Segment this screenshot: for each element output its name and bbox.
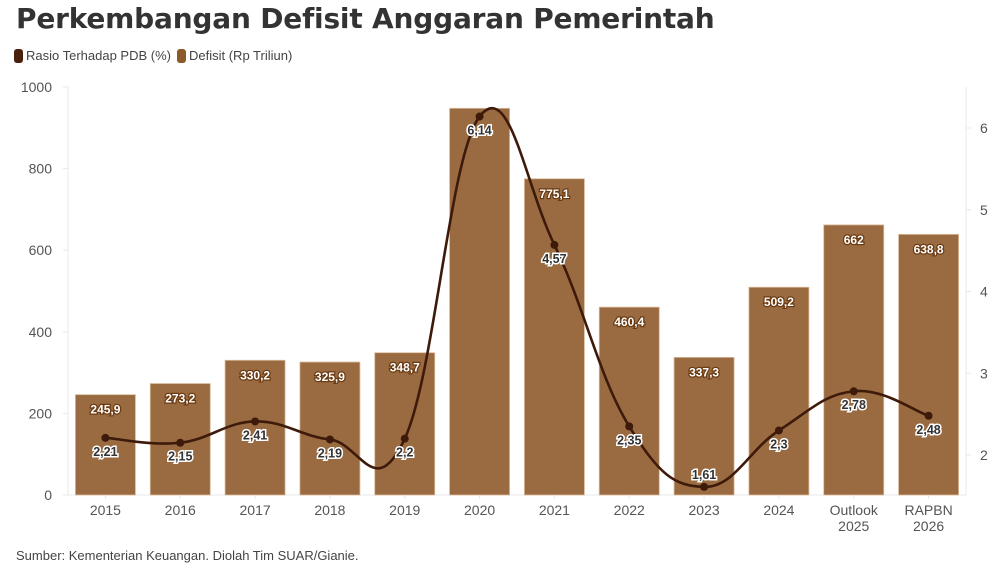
bar-2019[interactable]	[374, 352, 436, 496]
bar-value-label: 330,2	[240, 368, 270, 382]
x-axis-tick-label: 2016	[165, 502, 196, 518]
right-axis-tick-label: 4	[980, 284, 988, 300]
left-axis-tick-label: 800	[29, 161, 53, 177]
bar-value-label: 348,7	[390, 361, 420, 375]
x-axis-tick-label: 2019	[389, 502, 420, 518]
x-axis-tick-label: 2026	[913, 518, 944, 534]
ratio-value-label: 2,78	[842, 398, 866, 412]
legend: Rasio Terhadap PDB (%) Defisit (Rp Trili…	[14, 48, 292, 63]
legend-swatch-ratio	[14, 48, 23, 63]
chart-title: Perkembangan Defisit Anggaran Pemerintah	[16, 2, 715, 35]
legend-swatch-deficit	[177, 48, 186, 63]
bar-value-label: 273,2	[165, 392, 195, 406]
legend-item-deficit[interactable]: Defisit (Rp Triliun)	[177, 48, 292, 63]
bar-value-label: 662	[844, 233, 864, 247]
x-axis-tick-label: 2023	[689, 502, 720, 518]
ratio-value-label: 2,48	[916, 423, 940, 437]
ratio-point[interactable]	[400, 434, 409, 443]
ratio-point[interactable]	[849, 387, 858, 396]
ratio-value-label: 2,19	[318, 446, 342, 460]
x-axis-tick-label: 2025	[838, 518, 869, 534]
right-axis-tick-label: 2	[980, 447, 988, 463]
ratio-value-label: 4,57	[542, 252, 566, 266]
right-axis-tick-label: 3	[980, 365, 988, 381]
bar-value-label: 325,9	[315, 370, 345, 384]
bar-2018[interactable]	[299, 361, 361, 496]
bar-2024[interactable]	[748, 286, 810, 496]
ratio-value-label: 2,15	[168, 450, 192, 464]
ratio-value-label: 1,61	[692, 468, 716, 482]
x-axis-tick-label: 2021	[539, 502, 570, 518]
x-axis-tick-label: 2018	[314, 502, 345, 518]
right-axis-tick-label: 6	[980, 120, 988, 136]
ratio-point[interactable]	[475, 112, 484, 121]
legend-label-deficit: Defisit (Rp Triliun)	[189, 48, 293, 63]
bar-value-label: 775,1	[539, 187, 569, 201]
ratio-point[interactable]	[101, 433, 110, 442]
x-axis-tick-label: 2015	[90, 502, 121, 518]
combo-chart: 0 200 400 600 800 1000 2 3 4 5 6 245,9 273,2 330,2 325…	[21, 79, 988, 534]
bar-outlook-2025[interactable]	[823, 224, 885, 496]
bar-rapbn-2026[interactable]	[898, 233, 959, 496]
ratio-point[interactable]	[774, 426, 783, 435]
source-note: Sumber: Kementerian Keuangan. Diolah Tim…	[16, 548, 359, 563]
ratio-line[interactable]	[105, 107, 930, 489]
ratio-point[interactable]	[550, 240, 559, 249]
ratio-point[interactable]	[625, 422, 634, 431]
ratio-point[interactable]	[325, 435, 334, 444]
bar-2017[interactable]	[224, 359, 286, 496]
bar-2022[interactable]	[598, 306, 660, 496]
ratio-value-label: 2,41	[243, 428, 267, 442]
ratio-point[interactable]	[176, 438, 185, 447]
x-axis-tick-label: RAPBN	[904, 502, 952, 518]
left-axis-tick-label: 400	[29, 324, 53, 340]
x-axis-tick-label: 2022	[614, 502, 645, 518]
bar-value-label: 337,3	[689, 365, 719, 379]
bar-2021[interactable]	[524, 178, 585, 496]
left-axis-tick-label: 1000	[21, 79, 52, 95]
ratio-value-label: 2,2	[396, 446, 413, 460]
legend-label-ratio: Rasio Terhadap PDB (%)	[26, 48, 171, 63]
legend-item-ratio[interactable]: Rasio Terhadap PDB (%)	[14, 48, 171, 63]
ratio-point[interactable]	[700, 482, 709, 491]
bar-2020[interactable]	[449, 107, 510, 496]
ratio-point[interactable]	[251, 417, 260, 426]
bar-value-label: 638,8	[914, 242, 944, 256]
x-axis-tick-label: 2024	[763, 502, 794, 518]
bar-value-label: 460,4	[614, 315, 644, 329]
x-axis-tick-label: Outlook	[830, 502, 879, 518]
left-axis-tick-label: 0	[44, 487, 52, 503]
x-axis-tick-label: 2020	[464, 502, 495, 518]
ratio-value-label: 2,3	[770, 437, 787, 451]
bar-value-label: 245,9	[90, 403, 120, 417]
right-axis-tick-label: 5	[980, 202, 988, 218]
bar-value-label: 509,2	[764, 295, 794, 309]
bar-2015[interactable]	[75, 394, 136, 496]
left-axis-tick-label: 200	[29, 405, 53, 421]
left-axis-tick-label: 600	[29, 242, 53, 258]
x-axis-tick-label: 2017	[240, 502, 271, 518]
ratio-value-label: 2,21	[93, 445, 117, 459]
ratio-point[interactable]	[924, 411, 933, 420]
ratio-value-label: 6,14	[467, 124, 491, 138]
ratio-value-label: 2,35	[617, 433, 641, 447]
